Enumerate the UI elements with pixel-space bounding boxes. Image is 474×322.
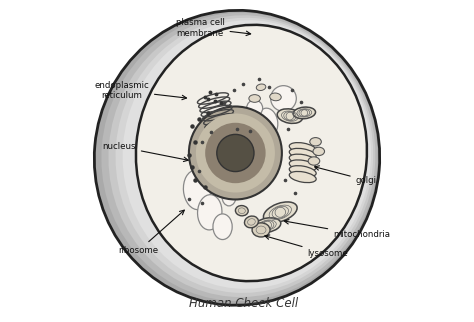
Ellipse shape: [205, 123, 265, 183]
Text: plasma cell
membrane: plasma cell membrane: [176, 18, 251, 38]
Ellipse shape: [217, 134, 254, 172]
Ellipse shape: [189, 107, 282, 199]
Text: Human Cheek Cell: Human Cheek Cell: [189, 297, 298, 310]
Ellipse shape: [226, 172, 235, 179]
Ellipse shape: [109, 15, 375, 297]
Ellipse shape: [198, 195, 222, 230]
Ellipse shape: [257, 108, 278, 137]
Ellipse shape: [236, 205, 248, 216]
Text: ribosome: ribosome: [118, 210, 184, 255]
Ellipse shape: [222, 187, 236, 206]
Ellipse shape: [313, 147, 325, 156]
Ellipse shape: [293, 107, 316, 119]
Ellipse shape: [289, 154, 316, 165]
Ellipse shape: [238, 114, 251, 131]
Ellipse shape: [219, 126, 228, 132]
Ellipse shape: [101, 13, 377, 301]
Ellipse shape: [308, 157, 320, 165]
Text: endoplasmic
reticulum: endoplasmic reticulum: [94, 81, 187, 100]
Ellipse shape: [277, 109, 302, 123]
Ellipse shape: [213, 214, 232, 240]
Ellipse shape: [123, 20, 371, 289]
Ellipse shape: [264, 202, 297, 223]
Ellipse shape: [289, 143, 316, 154]
Ellipse shape: [183, 170, 210, 210]
Ellipse shape: [271, 86, 296, 111]
Ellipse shape: [245, 216, 258, 228]
Ellipse shape: [252, 223, 270, 237]
Text: lysosome: lysosome: [265, 235, 348, 259]
Ellipse shape: [270, 93, 281, 101]
Ellipse shape: [254, 218, 281, 232]
Ellipse shape: [310, 137, 321, 146]
Ellipse shape: [289, 171, 316, 183]
Text: mitochondria: mitochondria: [284, 220, 390, 239]
Ellipse shape: [256, 84, 266, 90]
Ellipse shape: [289, 166, 316, 177]
Ellipse shape: [289, 148, 316, 159]
Text: nucleus: nucleus: [102, 142, 188, 162]
Ellipse shape: [246, 100, 263, 116]
Ellipse shape: [196, 113, 275, 193]
Ellipse shape: [136, 25, 367, 281]
Ellipse shape: [94, 10, 380, 305]
Text: golgi: golgi: [315, 166, 377, 185]
Ellipse shape: [289, 160, 316, 171]
Ellipse shape: [116, 18, 373, 293]
Ellipse shape: [249, 95, 260, 102]
